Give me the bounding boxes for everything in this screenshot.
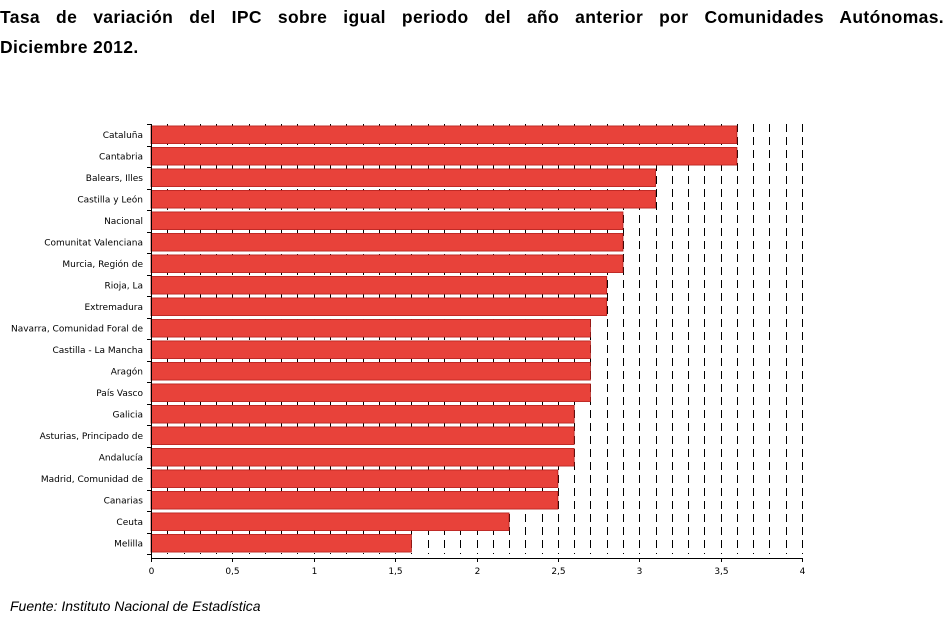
category-label: Comunitat Valenciana	[44, 238, 143, 248]
category-label: Canarias	[104, 496, 144, 506]
gridlines	[167, 124, 803, 554]
category-label: Madrid, Comunidad de	[41, 475, 144, 485]
category-label: Galicia	[113, 410, 143, 420]
x-tick-label: 2	[475, 567, 481, 577]
category-label: Asturias, Principado de	[40, 432, 144, 442]
bar	[150, 383, 591, 402]
x-tick-label: 3	[637, 567, 643, 577]
category-label: Murcia, Región de	[62, 259, 143, 270]
bar	[150, 125, 738, 144]
axes	[147, 124, 803, 562]
chart-title: Tasa de variación del IPC sobre igual pe…	[0, 2, 944, 62]
bar	[150, 190, 656, 209]
category-label: Ceuta	[116, 518, 143, 528]
chart-title-line-2: Diciembre 2012.	[0, 37, 139, 57]
bar	[150, 405, 575, 424]
category-label: Cataluña	[103, 131, 143, 141]
bar	[150, 254, 624, 273]
bar	[150, 491, 559, 510]
category-label: País Vasco	[96, 389, 143, 399]
category-labels: Cataluña Cantabria Balears, Illes Castilla …	[11, 131, 144, 550]
bars	[150, 125, 738, 553]
category-label: Aragón	[111, 366, 143, 377]
bar	[150, 297, 608, 316]
bar	[150, 448, 575, 467]
x-tick-label: 2,5	[551, 567, 565, 577]
chart-title-line-1: Tasa de variación del IPC sobre igual pe…	[0, 7, 944, 27]
category-label: Melilla	[114, 539, 143, 549]
bar	[150, 512, 510, 531]
category-label: Rioja, La	[104, 281, 143, 291]
bar	[150, 276, 608, 295]
x-tick-label: 0	[149, 567, 155, 577]
category-label: Extremadura	[85, 303, 144, 313]
bar	[150, 319, 591, 338]
x-tick-label: 4	[800, 567, 806, 577]
x-tick-label: 3,5	[714, 567, 728, 577]
bar	[150, 147, 738, 166]
bar	[150, 211, 624, 230]
bar	[150, 426, 575, 445]
category-label: Castilla y León	[77, 194, 143, 205]
bar	[150, 534, 412, 553]
category-label: Cantabria	[99, 152, 143, 162]
x-tick-label: 0,5	[225, 567, 239, 577]
category-label: Navarra, Comunidad Foral de	[11, 324, 143, 334]
bar	[150, 233, 624, 252]
x-tick-label: 1,5	[388, 567, 402, 577]
category-label: Castilla - La Mancha	[52, 346, 143, 356]
bar	[150, 469, 559, 488]
category-label: Balears, Illes	[86, 174, 144, 184]
source-note: Fuente: Instituto Nacional de Estadístic…	[10, 598, 261, 614]
x-tick-label: 1	[312, 567, 318, 577]
category-label: Andalucía	[99, 453, 143, 463]
bar	[150, 362, 591, 381]
bar	[150, 340, 591, 359]
category-label: Nacional	[104, 217, 143, 227]
tick-labels: 0 0,5 1 1,5 2 2,5 3 3,5 4	[149, 567, 806, 577]
bar	[150, 168, 656, 187]
